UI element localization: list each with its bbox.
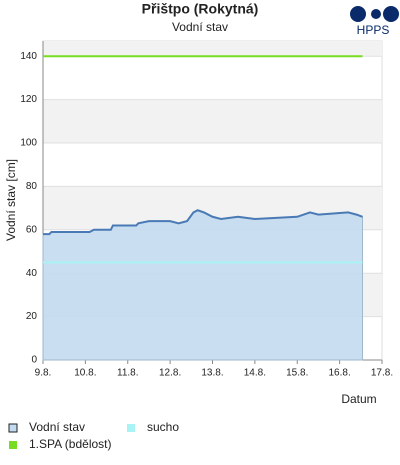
y-axis-label: Vodní stav [cm] bbox=[4, 159, 18, 241]
x-tick-label: 13.8. bbox=[201, 368, 223, 379]
x-tick-label: 11.8. bbox=[117, 368, 139, 379]
y-tick-label: 120 bbox=[20, 94, 37, 105]
legend-marker bbox=[127, 424, 135, 432]
logo-dot bbox=[371, 9, 381, 19]
x-tick-label: 12.8. bbox=[159, 368, 181, 379]
y-tick-label: 80 bbox=[26, 181, 38, 192]
y-tick-label: 100 bbox=[20, 138, 37, 149]
y-tick-label: 60 bbox=[26, 224, 38, 235]
legend-marker bbox=[8, 423, 18, 433]
x-axis-label: Datum bbox=[341, 392, 376, 406]
logo-text: HPPS bbox=[357, 23, 390, 37]
chart-title: Přištpo (Rokytná) bbox=[142, 1, 259, 17]
legend-marker bbox=[9, 441, 17, 449]
logo-dot bbox=[350, 6, 366, 22]
y-tick-label: 40 bbox=[26, 268, 38, 279]
x-tick-label: 15.8. bbox=[286, 368, 308, 379]
legend-label: 1.SPA (bdělost) bbox=[29, 437, 112, 451]
legend-label: sucho bbox=[147, 420, 179, 434]
y-tick-label: 20 bbox=[26, 311, 38, 322]
grid-band bbox=[43, 99, 382, 143]
legend-label: Vodní stav bbox=[29, 420, 85, 434]
y-tick-label: 140 bbox=[20, 51, 37, 62]
chart-subtitle: Vodní stav bbox=[172, 20, 228, 34]
x-tick-label: 16.8. bbox=[329, 368, 351, 379]
series-area bbox=[42, 209, 364, 361]
logo-dot bbox=[383, 6, 399, 22]
logo: HPPS bbox=[350, 6, 399, 37]
x-tick-label: 17.8. bbox=[371, 368, 393, 379]
y-tick-label: 0 bbox=[31, 355, 37, 366]
series-line bbox=[43, 209, 363, 236]
grid-band bbox=[43, 41, 382, 57]
x-tick-label: 14.8. bbox=[244, 368, 266, 379]
x-tick-label: 9.8. bbox=[35, 368, 52, 379]
x-tick-label: 10.8. bbox=[74, 368, 96, 379]
